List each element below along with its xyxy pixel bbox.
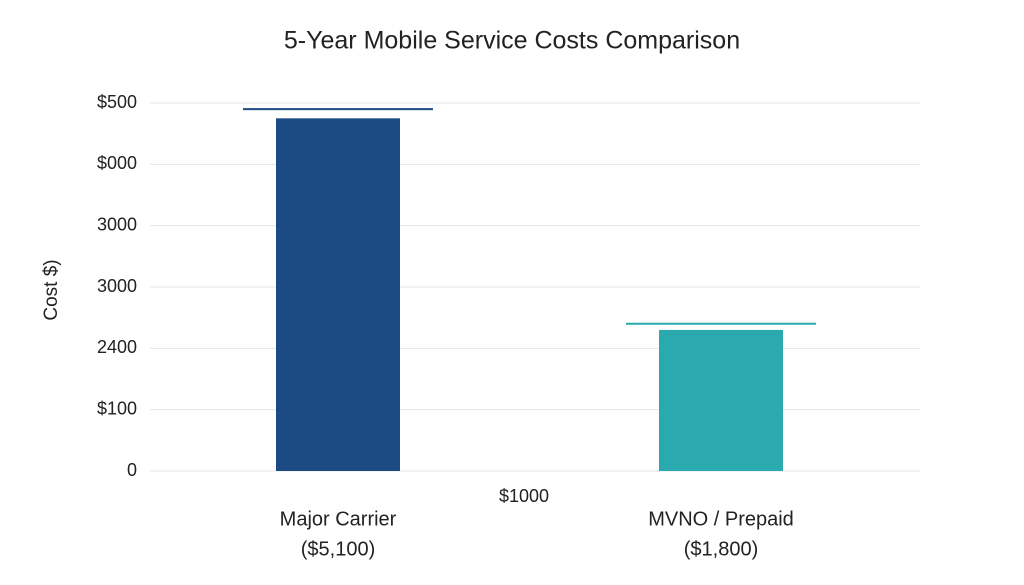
y-tick-label: 2400 — [97, 337, 137, 357]
chart-title: 5-Year Mobile Service Costs Comparison — [284, 27, 740, 55]
y-tick-label: $000 — [97, 153, 137, 173]
x-tick-label: ($5,100) — [301, 538, 376, 560]
y-tick-label: 0 — [127, 460, 137, 480]
y-tick-label: $500 — [97, 92, 137, 112]
bar — [276, 118, 400, 471]
x-tick-label: MVNO / Prepaid — [648, 508, 794, 530]
y-tick-label: $100 — [97, 398, 137, 418]
bar — [659, 329, 783, 471]
y-tick-label: 3000 — [97, 214, 137, 234]
x-tick-label: Major Carrier — [280, 508, 397, 530]
x-tick-label: ($1,800) — [684, 538, 759, 560]
y-tick-label: 3000 — [97, 276, 137, 296]
y-axis-title: Cost $) — [41, 259, 62, 320]
annotation: $1000 — [499, 486, 549, 506]
